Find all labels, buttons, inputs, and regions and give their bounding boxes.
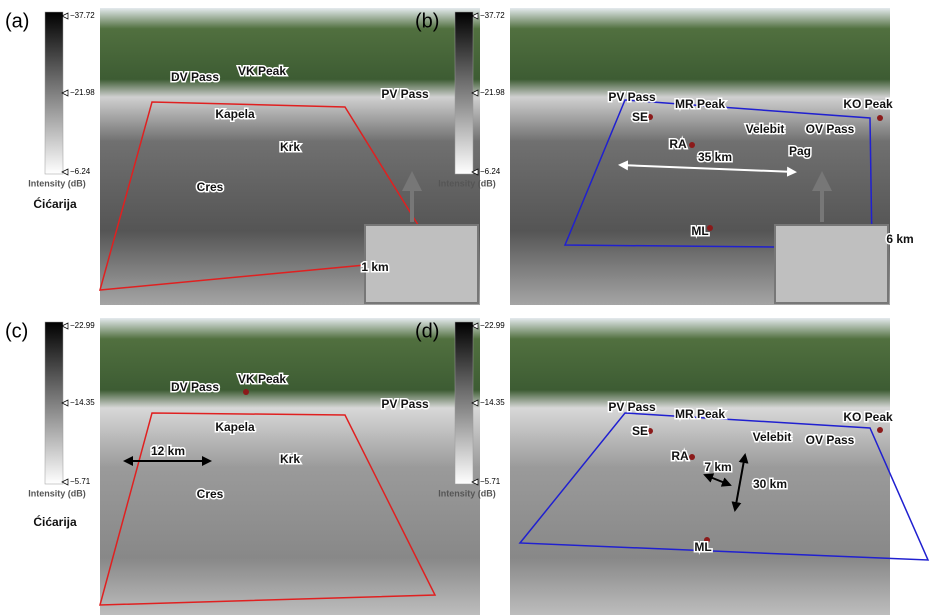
colorbar-tick-label: −6.24: [70, 167, 91, 176]
colorbar-tick-label: −37.72: [480, 11, 505, 20]
place-label: Velebit: [746, 122, 785, 136]
panel-label: (b): [415, 10, 439, 32]
satellite-image: [510, 318, 890, 615]
colorbar-tick-label: −14.35: [70, 398, 95, 407]
place-label: DV Pass: [171, 70, 219, 84]
site-marker: [243, 389, 249, 395]
colorbar-tick-label: −14.35: [480, 398, 505, 407]
colorbar: [455, 12, 473, 174]
place-label: PV Pass: [381, 87, 429, 101]
panel-label: (a): [5, 10, 29, 32]
colorbar-title: Intensity (dB): [28, 178, 86, 188]
site-marker: [877, 115, 883, 121]
place-label: Pag: [789, 144, 811, 158]
place-label: KO Peak: [843, 97, 893, 111]
place-label: Velebit: [753, 430, 792, 444]
colorbar-tick-label: −22.99: [480, 321, 505, 330]
place-label: RA: [669, 137, 687, 151]
place-label: OV Pass: [806, 122, 855, 136]
place-label: SE: [632, 424, 648, 438]
place-label: Cres: [197, 180, 224, 194]
place-label: Kapela: [215, 420, 255, 434]
place-label: ML: [691, 224, 708, 238]
place-label: RA: [671, 449, 689, 463]
site-marker: [877, 427, 883, 433]
inset: [775, 225, 888, 303]
scale-label: 12 km: [151, 444, 185, 458]
panel-label: (c): [5, 320, 28, 342]
panel-label: (d): [415, 320, 439, 342]
colorbar-tick-label: −6.24: [480, 167, 501, 176]
place-label: OV Pass: [806, 433, 855, 447]
scale-label: 7 km: [704, 460, 731, 474]
colorbar-tick-label: −5.71: [480, 477, 501, 486]
site-marker: [689, 142, 695, 148]
panel: (a) −37.72 −21.98 −6.24 Intensity (dB) DV Pas…: [5, 8, 480, 305]
panel: (d) −22.99 −14.35 −5.71 Intensity (dB) PV Pas…: [415, 318, 928, 615]
colorbar: [455, 322, 473, 484]
place-label: PV Pass: [381, 397, 429, 411]
place-label: MR Peak: [675, 407, 725, 421]
place-label: SE: [632, 110, 648, 124]
colorbar-title: Intensity (dB): [438, 488, 496, 498]
colorbar-tick-label: −21.98: [480, 88, 505, 97]
place-label: PV Pass: [608, 400, 656, 414]
place-label: KO Peak: [843, 410, 893, 424]
place-label: Kapela: [215, 107, 255, 121]
place-label: DV Pass: [171, 380, 219, 394]
scale-label: 30 km: [753, 477, 787, 491]
colorbar: [45, 322, 63, 484]
place-label: Ćićarija: [33, 514, 77, 529]
place-label: Krk: [280, 140, 300, 154]
place-label: Cres: [197, 487, 224, 501]
colorbar-tick-label: −22.99: [70, 321, 95, 330]
colorbar-title: Intensity (dB): [28, 488, 86, 498]
scale-label: 1 km: [361, 260, 388, 274]
place-label: ML: [694, 540, 711, 554]
scale-label: 6 km: [886, 232, 913, 246]
colorbar-title: Intensity (dB): [438, 178, 496, 188]
colorbar: [45, 12, 63, 174]
colorbar-tick-label: −37.72: [70, 11, 95, 20]
place-label: MR Peak: [675, 97, 725, 111]
place-label: VK Peak: [238, 64, 286, 78]
place-label: PV Pass: [608, 90, 656, 104]
panel: (c) −22.99 −14.35 −5.71 Intensity (dB) DV Pas…: [5, 318, 480, 615]
figure: (a) −37.72 −21.98 −6.24 Intensity (dB) DV Pas…: [0, 0, 934, 615]
scale-label: 35 km: [698, 150, 732, 164]
colorbar-tick-label: −21.98: [70, 88, 95, 97]
panel: (b) −37.72 −21.98 −6.24 Intensity (dB) PV Pas…: [415, 8, 914, 305]
place-label: VK Peak: [238, 372, 286, 386]
place-label: Ćićarija: [33, 196, 77, 211]
colorbar-tick-label: −5.71: [70, 477, 91, 486]
site-marker: [689, 454, 695, 460]
place-label: Krk: [280, 452, 300, 466]
